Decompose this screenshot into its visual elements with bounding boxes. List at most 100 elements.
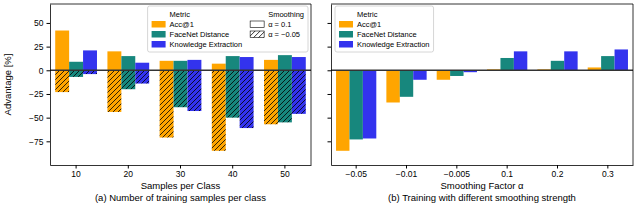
tick-label: −0.01 xyxy=(396,169,418,179)
legend-swatch xyxy=(250,31,264,38)
bar xyxy=(240,70,254,128)
figure: −75−50−25025501020304050Samples per Clas… xyxy=(0,0,640,205)
tick-mark xyxy=(47,70,51,71)
bar xyxy=(514,51,527,70)
bar xyxy=(69,62,83,71)
legend-label: Acc@1 xyxy=(357,20,381,29)
legend-label: Knowledge Extraction xyxy=(357,40,430,49)
bar xyxy=(437,70,450,79)
tick-mark xyxy=(328,47,332,48)
legend-label: FaceNet Distance xyxy=(357,30,417,39)
y-axis: −75 −50 −25 0 25 50 xyxy=(29,5,50,166)
bar xyxy=(264,70,278,124)
frame xyxy=(633,4,634,165)
bar xyxy=(226,56,240,70)
tick-mark xyxy=(328,70,332,71)
tick xyxy=(328,94,332,95)
legend-column: MetricAcc@1FaceNet DistanceKnowledge Ext… xyxy=(152,10,243,49)
tick: 0 xyxy=(39,66,50,76)
tick-mark xyxy=(47,94,51,95)
bar xyxy=(240,57,254,70)
bar xyxy=(135,70,149,83)
tick-label: 20 xyxy=(124,169,134,179)
bar xyxy=(264,60,278,70)
tick: 25 xyxy=(34,42,50,52)
tick: 30 xyxy=(176,165,186,179)
tick xyxy=(328,47,332,48)
legend-swatch xyxy=(152,31,166,38)
bar xyxy=(135,63,149,71)
bar xyxy=(551,61,564,70)
tick-mark xyxy=(328,23,332,24)
bar xyxy=(107,51,121,70)
tick-label: 50 xyxy=(280,169,290,179)
legend: MetricAcc@1FaceNet DistanceKnowledge Ext… xyxy=(335,6,434,52)
legend-column: Smoothingα = 0.1α = −0.05 xyxy=(250,10,304,39)
tick-label: 0.1 xyxy=(501,169,513,179)
legend-frame xyxy=(335,6,434,52)
legend-title: Metric xyxy=(357,10,378,19)
bar xyxy=(386,70,399,102)
bar xyxy=(55,70,69,92)
bar xyxy=(69,70,83,77)
tick-label: −75 xyxy=(29,137,44,147)
caption: (a) Number of training samples per class xyxy=(95,192,266,203)
tick: 0.1 xyxy=(501,165,513,179)
tick-mark xyxy=(47,23,51,24)
y-axis-title: Advantage [%] xyxy=(2,54,13,116)
chart: −0.05−0.01−0.0050.10.20.3Smoothing Facto… xyxy=(328,4,634,203)
tick-label: 0.3 xyxy=(602,169,614,179)
bar xyxy=(564,51,577,70)
tick: 40 xyxy=(228,165,238,179)
tick: 20 xyxy=(124,165,134,179)
bar xyxy=(187,60,201,70)
bar xyxy=(400,70,413,97)
legend-swatch xyxy=(339,41,353,48)
bar xyxy=(363,70,376,138)
bar xyxy=(278,70,292,122)
tick-label: 40 xyxy=(228,169,238,179)
tick: −75 xyxy=(29,137,50,147)
tick-label: 50 xyxy=(34,18,44,28)
tick-mark xyxy=(47,47,51,48)
tick: 50 xyxy=(34,18,50,28)
bar xyxy=(292,70,306,114)
tick: −0.005 xyxy=(444,165,471,179)
bars xyxy=(336,49,628,150)
axis-line xyxy=(331,5,332,166)
legend-swatch xyxy=(339,21,353,28)
tick xyxy=(328,141,332,142)
legend-label: Acc@1 xyxy=(170,20,194,29)
bar xyxy=(292,57,306,70)
tick: 0.3 xyxy=(602,165,614,179)
tick-mark xyxy=(47,141,51,142)
chart: −75−50−25025501020304050Samples per Clas… xyxy=(2,4,312,203)
legend-label: Knowledge Extraction xyxy=(170,40,243,49)
caption: (b) Training with different smoothing st… xyxy=(388,192,576,203)
tick-label: −0.05 xyxy=(345,169,367,179)
bar xyxy=(212,64,226,71)
tick xyxy=(328,118,332,119)
tick-label: 30 xyxy=(176,169,186,179)
tick: 10 xyxy=(71,165,81,179)
bar xyxy=(278,55,292,70)
axis-line xyxy=(332,165,634,166)
bar xyxy=(160,61,174,70)
tick: −25 xyxy=(29,89,50,99)
bar xyxy=(55,31,69,71)
legend-swatch xyxy=(339,31,353,38)
axis-line xyxy=(50,5,51,166)
bar xyxy=(187,70,201,111)
tick: 50 xyxy=(280,165,290,179)
frame xyxy=(50,4,311,5)
bar xyxy=(615,49,628,70)
tick-label: 25 xyxy=(34,42,44,52)
bar xyxy=(500,58,513,70)
tick xyxy=(328,70,332,71)
bar xyxy=(413,70,426,79)
bar xyxy=(121,70,135,89)
baseline xyxy=(50,70,311,72)
tick: −50 xyxy=(29,113,50,123)
legend-swatch xyxy=(250,21,264,28)
y-axis xyxy=(328,5,332,166)
